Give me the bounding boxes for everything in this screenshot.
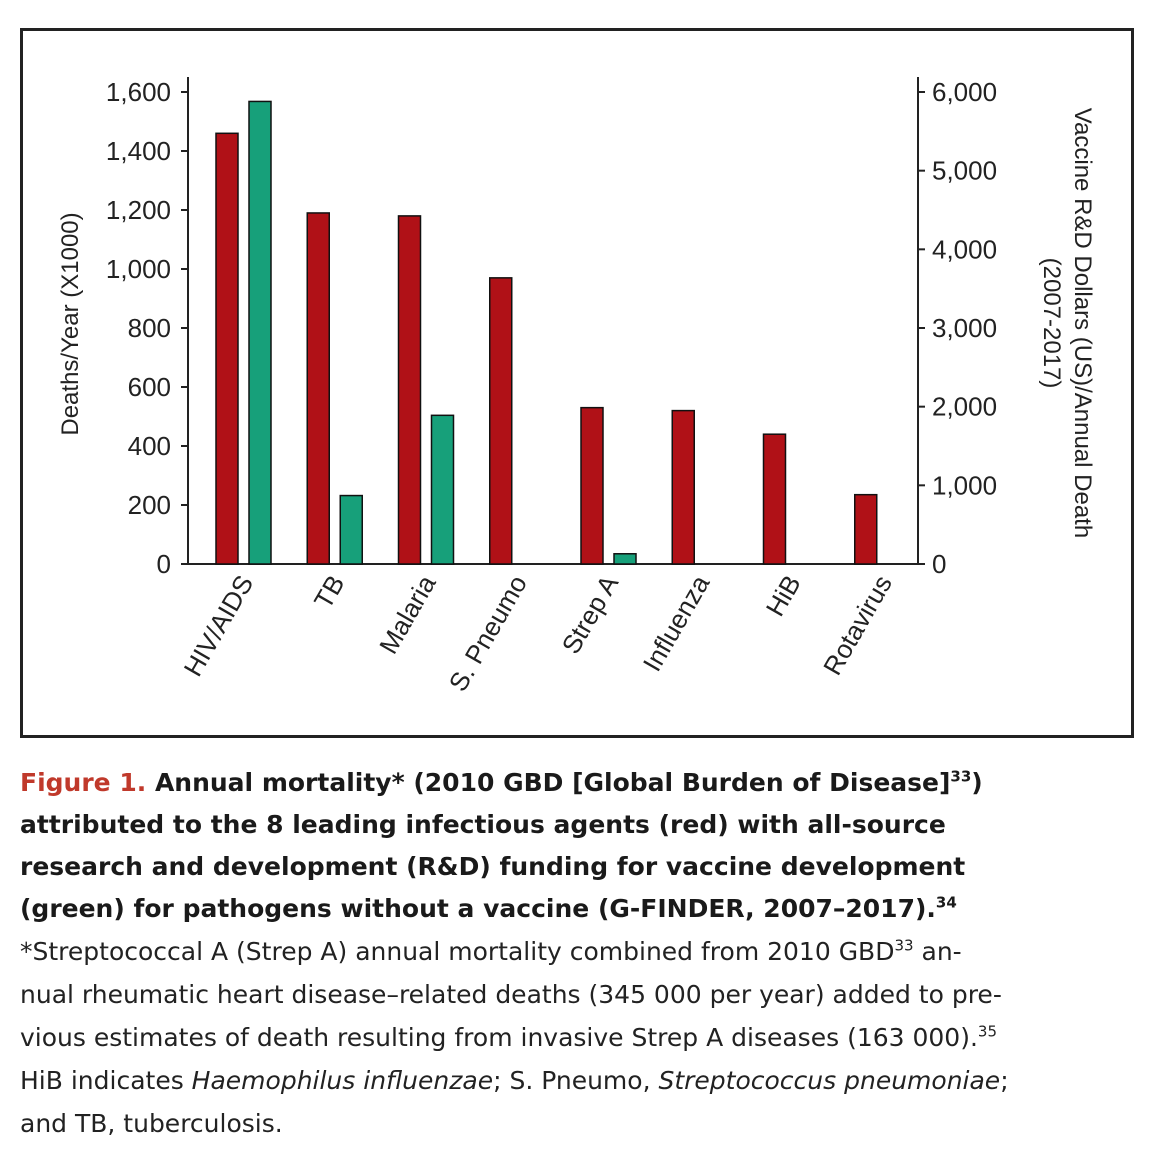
x-tick-label: HIV/AIDS	[178, 570, 260, 681]
y-left-tick-label: 600	[128, 372, 171, 402]
y-left-tick-label: 1,400	[106, 136, 171, 166]
bar-deaths	[306, 212, 330, 565]
note-line1: *Streptococcal A (Strep A) annual mortal…	[20, 937, 895, 966]
caption-title-line1: Annual mortality* (2010 GBD [Global Burd…	[146, 768, 951, 797]
y-left-tick-label: 1,600	[106, 77, 171, 107]
y-left-tick-label: 200	[128, 490, 171, 520]
y-right-tick-label: 1,000	[932, 470, 997, 500]
x-tick-label: Rotavirus	[817, 570, 898, 680]
y-left-tick-label: 400	[128, 431, 171, 461]
y-right-tick-label: 5,000	[932, 156, 997, 186]
chart-frame: 0 200 400 600 800 1,000 1,200 1,400 1,600 0 1,000 2…	[20, 28, 1134, 738]
figure-label: Figure 1.	[20, 768, 147, 797]
x-tick-label: HiB	[760, 570, 807, 621]
x-tick-label: Strep A	[556, 569, 625, 658]
ref-34: 34	[935, 893, 957, 912]
note-line4a: HiB indicates	[20, 1066, 192, 1095]
x-tick-label: Malaria	[373, 570, 442, 659]
caption-title-line3: research and development (R&D) funding f…	[20, 852, 966, 881]
bar-deaths	[215, 132, 239, 565]
bar-deaths	[489, 277, 513, 565]
note-line1-end: an-	[913, 937, 962, 966]
note-line4c: ; S. Pneumo,	[493, 1066, 659, 1095]
ref-33b: 33	[894, 936, 914, 955]
caption-title-line2: attributed to the 8 leading infectious a…	[20, 810, 946, 839]
caption-title-line1-end: )	[971, 768, 983, 797]
y-left-axis-title: Deaths/Year (X1000)	[57, 212, 84, 435]
bar-chart: 0 200 400 600 800 1,000 1,200 1,400 1,600 0 1,000 2…	[57, 77, 1096, 696]
note-line4-hib: Haemophilus influenzae	[191, 1066, 494, 1095]
bar-vaccine-funding	[248, 100, 272, 565]
caption-title-line4: (green) for pathogens without a vaccine …	[20, 894, 936, 923]
bar-deaths	[580, 406, 604, 565]
caption-title: Figure 1. Annual mortality* (2010 GBD [G…	[20, 762, 1140, 930]
x-tick-label: TB	[308, 570, 351, 614]
y-right-tick-label: 4,000	[932, 234, 997, 264]
ref-35: 35	[977, 1022, 997, 1041]
note-line3: vious estimates of death resulting from …	[20, 1023, 978, 1052]
y-right-axis-title-line1: Vaccine R&D Dollars (US)/Annual Death	[1069, 108, 1096, 538]
y-left-tick-label: 1,200	[106, 195, 171, 225]
bar-vaccine-funding	[430, 414, 455, 565]
note-line2: nual rheumatic heart disease–related dea…	[20, 980, 1002, 1009]
bar-deaths	[671, 409, 695, 565]
figure-caption: Figure 1. Annual mortality* (2010 GBD [G…	[20, 762, 1140, 1145]
y-right-axis-title-line2: (2007-2017)	[1038, 258, 1065, 389]
caption-note: *Streptococcal A (Strep A) annual mortal…	[20, 930, 1140, 1145]
bar-vaccine-funding	[339, 494, 363, 565]
note-line5: and TB, tuberculosis.	[20, 1109, 283, 1138]
y-left-tick-label: 1,000	[106, 254, 171, 284]
bar-vaccine-funding	[613, 553, 637, 565]
x-tick-label: S. Pneumo	[443, 570, 533, 696]
x-tick-label: Influenza	[637, 570, 716, 677]
ref-33: 33	[950, 767, 972, 786]
y-right-tick-label: 3,000	[932, 313, 997, 343]
note-line4e: ;	[1000, 1066, 1009, 1095]
y-left-tick-label: 800	[128, 313, 171, 343]
note-line4-spneumo: Streptococcus pneumoniae	[658, 1066, 1001, 1095]
bar-deaths	[854, 493, 878, 565]
y-right-tick-label: 6,000	[932, 77, 997, 107]
y-right-tick-label: 0	[932, 549, 946, 579]
y-left-tick-label: 0	[157, 549, 171, 579]
y-right-tick-label: 2,000	[932, 392, 997, 422]
bar-deaths	[397, 215, 422, 565]
bar-deaths	[762, 433, 787, 565]
